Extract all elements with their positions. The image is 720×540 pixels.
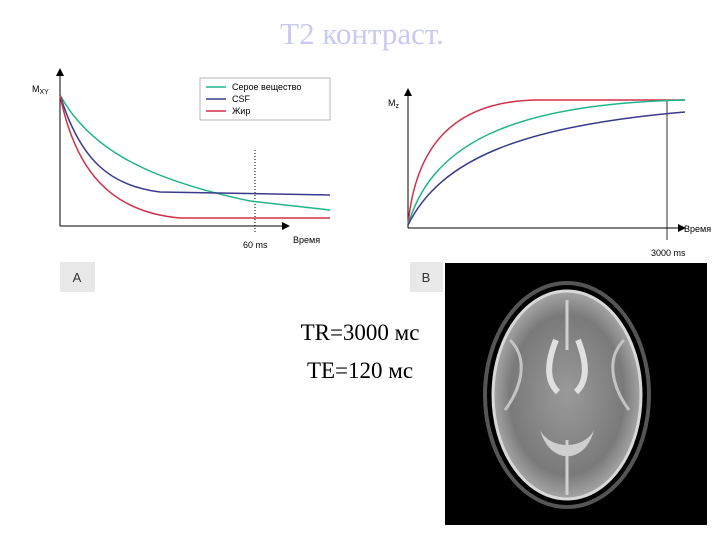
posterior [540, 430, 594, 457]
chart-b: Mz Время 3000 ms B [388, 88, 711, 292]
legend-label: CSF [232, 94, 251, 104]
brain [491, 289, 643, 501]
skull [483, 281, 651, 509]
curve-fat [407, 99, 685, 226]
chart-a: MXY Время 60 ms Серое вещество CSF Жир A [32, 68, 331, 292]
mri-image [445, 263, 707, 525]
marker-label: 3000 ms [651, 248, 686, 258]
panel-box [60, 262, 95, 292]
legend-label: Серое вещество [232, 82, 301, 92]
curve-gray [407, 99, 686, 226]
x-label: Время [684, 224, 711, 234]
title: T2 контраст. [280, 16, 444, 51]
panel-label: A [73, 270, 82, 285]
curve-csf [407, 111, 686, 226]
y-label: MXY [32, 84, 49, 96]
sulci [503, 338, 631, 411]
ventricles [546, 338, 588, 395]
marker-label: 60 ms [243, 240, 268, 250]
param: TR=3000 мс [301, 320, 420, 345]
legend-label: Жир [232, 106, 250, 116]
param: TE=120 мс [307, 358, 413, 383]
panel-label: B [422, 270, 431, 285]
curve-gray [59, 94, 331, 211]
panel-box [410, 262, 443, 292]
curve-csf [59, 94, 331, 196]
curve-fat [59, 94, 330, 219]
y-label: Mz [388, 98, 400, 110]
x-label: Время [293, 235, 320, 245]
